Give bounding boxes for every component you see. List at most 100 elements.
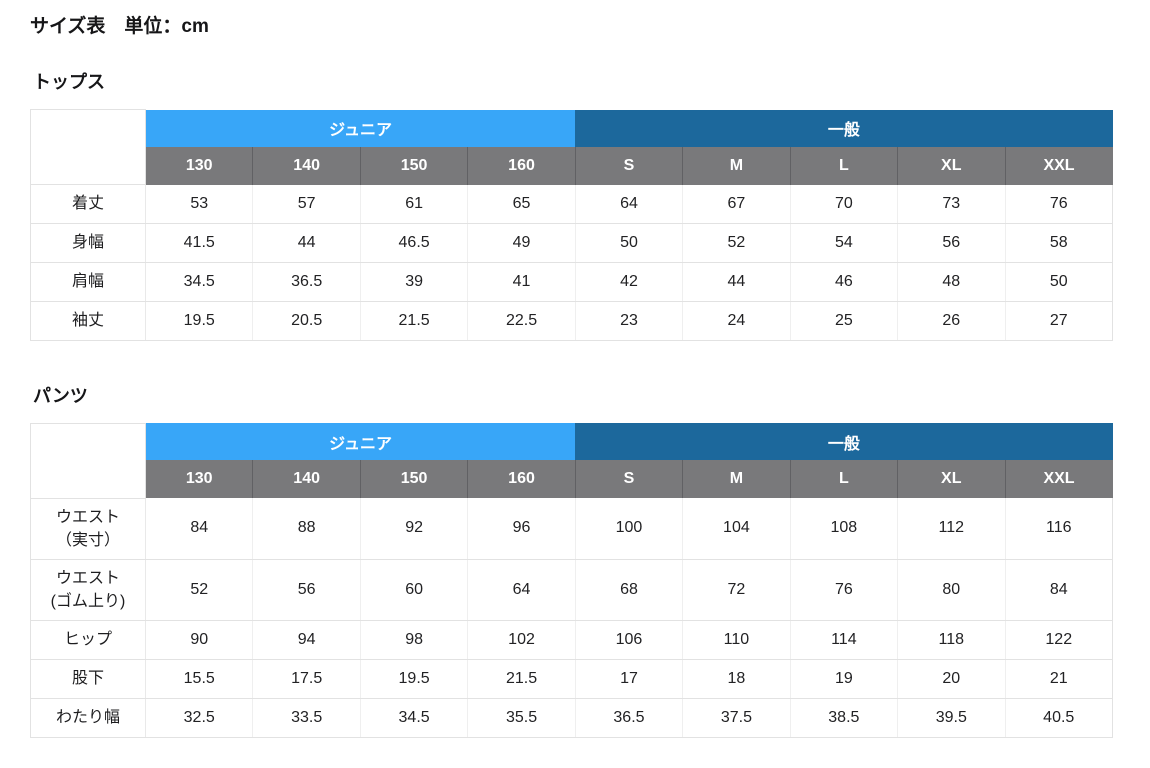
value-cell: 96: [467, 498, 576, 560]
value-cell: 80: [897, 559, 1005, 621]
value-cell: 21.5: [359, 301, 468, 341]
value-cell: 67: [682, 184, 791, 224]
value-cell: 94: [252, 620, 361, 660]
row-label: 肩幅: [30, 262, 146, 302]
value-cell: 39: [359, 262, 468, 302]
general-group-header: 一般: [575, 109, 1113, 147]
value-cell: 60: [359, 559, 468, 621]
value-cell: 56: [252, 559, 361, 621]
value-cell: 88: [252, 498, 361, 560]
size-header: S: [574, 146, 683, 185]
value-cell: 76: [1004, 184, 1113, 224]
value-cell: 25: [789, 301, 898, 341]
value-cell: 17.5: [252, 659, 361, 699]
value-cell: 50: [1004, 262, 1113, 302]
value-cell: 84: [145, 498, 253, 560]
value-cell: 27: [1004, 301, 1113, 341]
size-header: L: [789, 460, 898, 498]
value-cell: 116: [1004, 498, 1113, 560]
value-cell: 19.5: [145, 301, 253, 341]
value-cell: 73: [897, 184, 1005, 224]
size-header: 130: [145, 460, 253, 498]
value-cell: 118: [897, 620, 1005, 660]
value-cell: 46.5: [359, 223, 468, 263]
value-cell: 64: [574, 184, 683, 224]
junior-group-header: ジュニア: [145, 109, 576, 147]
page-title: サイズ表 単位：cm: [30, 16, 209, 37]
size-header: 150: [359, 146, 468, 185]
value-cell: 65: [467, 184, 576, 224]
value-cell: 64: [467, 559, 576, 621]
row-label: 身幅: [30, 223, 146, 263]
value-cell: 39.5: [897, 698, 1005, 738]
value-cell: 35.5: [467, 698, 576, 738]
value-cell: 46: [789, 262, 898, 302]
value-cell: 17: [574, 659, 683, 699]
table-row: 着丈 53 57 61 65 64 67 70 73 76: [30, 184, 1113, 224]
value-cell: 21: [1004, 659, 1113, 699]
table-row: 股下 15.5 17.5 19.5 21.5 17 18 19 20 21: [30, 659, 1113, 699]
value-cell: 102: [467, 620, 576, 660]
value-cell: 32.5: [145, 698, 253, 738]
corner-cell: [30, 109, 146, 185]
pants-size-header-row: 130 140 150 160 S M L XL XXL: [31, 460, 1113, 498]
value-cell: 26: [897, 301, 1005, 341]
value-cell: 36.5: [574, 698, 683, 738]
value-cell: 41.5: [145, 223, 253, 263]
value-cell: 112: [897, 498, 1005, 560]
value-cell: 84: [1004, 559, 1113, 621]
row-label: 股下: [30, 659, 146, 699]
value-cell: 33.5: [252, 698, 361, 738]
value-cell: 23: [574, 301, 683, 341]
size-header: XL: [897, 460, 1005, 498]
size-header: XXL: [1004, 460, 1113, 498]
value-cell: 61: [359, 184, 468, 224]
value-cell: 40.5: [1004, 698, 1113, 738]
value-cell: 72: [682, 559, 791, 621]
tops-group-header-row: ジュニア 一般: [30, 109, 1113, 185]
size-header: 160: [467, 146, 576, 185]
value-cell: 114: [789, 620, 898, 660]
size-header: 140: [252, 460, 361, 498]
value-cell: 104: [682, 498, 791, 560]
value-cell: 70: [789, 184, 898, 224]
tops-table: ジュニア 一般 130 140 150 160 S M L XL XXL 着丈 …: [30, 109, 1113, 341]
value-cell: 90: [145, 620, 253, 660]
value-cell: 20.5: [252, 301, 361, 341]
size-header: 160: [467, 460, 576, 498]
value-cell: 20: [897, 659, 1005, 699]
value-cell: 57: [252, 184, 361, 224]
table-row: ウエスト （実寸） 84 88 92 96 100 104 108 112 11…: [30, 498, 1113, 560]
row-label: 袖丈: [30, 301, 146, 341]
value-cell: 21.5: [467, 659, 576, 699]
row-label: 着丈: [30, 184, 146, 224]
value-cell: 110: [682, 620, 791, 660]
value-cell: 54: [789, 223, 898, 263]
row-label: ウエスト （実寸）: [30, 498, 146, 560]
size-header: 130: [145, 146, 253, 185]
value-cell: 53: [145, 184, 253, 224]
table-row: 身幅 41.5 44 46.5 49 50 52 54 56 58: [30, 223, 1113, 263]
size-header: 140: [252, 146, 361, 185]
tops-size-header-row: 130 140 150 160 S M L XL XXL: [31, 146, 1113, 185]
value-cell: 92: [359, 498, 468, 560]
value-cell: 56: [897, 223, 1005, 263]
value-cell: 52: [682, 223, 791, 263]
size-header: XL: [897, 146, 1005, 185]
pants-table: ジュニア 一般 130 140 150 160 S M L XL XXL ウエス…: [30, 422, 1113, 738]
pants-group-header-row: ジュニア 一般: [30, 422, 1113, 499]
value-cell: 52: [145, 559, 253, 621]
value-cell: 48: [897, 262, 1005, 302]
value-cell: 36.5: [252, 262, 361, 302]
table-row: わたり幅 32.5 33.5 34.5 35.5 36.5 37.5 38.5 …: [30, 698, 1113, 738]
value-cell: 44: [252, 223, 361, 263]
value-cell: 38.5: [789, 698, 898, 738]
size-header: L: [789, 146, 898, 185]
value-cell: 19: [789, 659, 898, 699]
value-cell: 34.5: [359, 698, 468, 738]
table-row: 肩幅 34.5 36.5 39 41 42 44 46 48 50: [30, 262, 1113, 302]
value-cell: 15.5: [145, 659, 253, 699]
value-cell: 108: [789, 498, 898, 560]
section-heading-tops: トップス: [33, 72, 105, 92]
